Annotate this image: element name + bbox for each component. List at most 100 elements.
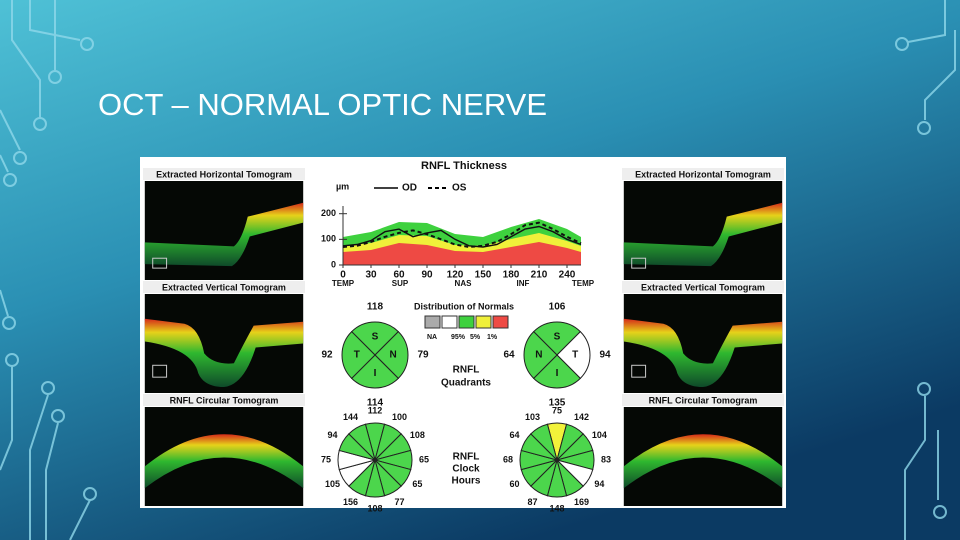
y-tick-label: 200 [321, 208, 336, 218]
quadrant-letter: T [572, 350, 578, 361]
distribution-legend [424, 315, 509, 329]
tomogram-label-bg [622, 281, 784, 293]
x-tick-label: 180 [503, 270, 520, 281]
quadrant-sector [350, 354, 400, 389]
tomogram-label: RNFL Circular Tomogram [649, 395, 758, 405]
tomogram-label-bg [143, 281, 305, 293]
quadrant-sector [523, 330, 558, 380]
x-tick-label: 120 [447, 270, 464, 281]
tomogram-label-bg [622, 168, 784, 180]
tomogram-image [623, 181, 783, 280]
y-tick-label: 100 [321, 234, 336, 244]
clock-value: 169 [574, 497, 589, 507]
clock-value: 112 [368, 405, 383, 415]
quadrant-letter: N [535, 350, 542, 361]
tomogram-image [144, 294, 304, 393]
tomogram-label: Extracted Horizontal Tomogram [156, 169, 292, 179]
dist-label: 1% [487, 334, 498, 341]
x-tick-label: 90 [421, 270, 433, 281]
region-label: INF [517, 279, 530, 288]
thickness-title: RNFL Thickness [421, 160, 507, 172]
quadrant-value: 94 [599, 350, 611, 361]
quadrant-letter: S [372, 331, 379, 342]
dist-label: 5% [470, 334, 481, 341]
tomogram-label: Extracted Horizontal Tomogram [635, 169, 771, 179]
quadrant-letter: I [556, 368, 559, 379]
quadrant-sector [532, 321, 582, 356]
quadrant-sector [374, 330, 409, 380]
clock-value: 94 [328, 430, 338, 440]
dist-label: 95% [451, 334, 466, 341]
clock-value: 65 [412, 479, 422, 489]
dist-label: NA [427, 334, 437, 341]
quadrant-sector [532, 354, 582, 389]
x-tick-label: 30 [365, 270, 377, 281]
clock-value: 108 [367, 503, 382, 513]
quadrant-value: 92 [321, 350, 333, 361]
legend-od: OD [402, 183, 417, 194]
quadrant-sector [556, 330, 591, 380]
clock-value: 156 [343, 497, 358, 507]
tomogram-label-bg [143, 168, 305, 180]
distribution-title: Distribution of Normals [414, 301, 514, 311]
clock-value: 75 [321, 454, 331, 464]
clock-value: 144 [343, 412, 358, 422]
tomogram-image [623, 294, 783, 393]
quadrant-letter: S [554, 331, 561, 342]
region-label: NAS [455, 279, 473, 288]
od-line [342, 225, 582, 248]
clock-value: 87 [527, 497, 537, 507]
x-tick-label: 150 [475, 270, 492, 281]
tomogram-image [144, 407, 304, 506]
tomogram-label: Extracted Vertical Tomogram [162, 282, 286, 292]
clock-value: 65 [419, 454, 429, 464]
tomogram-label-bg [622, 394, 784, 406]
x-tick-label: 0 [340, 270, 346, 281]
x-tick-label: 210 [531, 270, 548, 281]
quadrant-letter: T [354, 350, 360, 361]
clock-value: 60 [510, 479, 520, 489]
quadrant-letter: I [374, 368, 377, 379]
quadrant-letter: N [390, 350, 397, 361]
clock-value: 142 [574, 412, 589, 422]
clock-value: 100 [392, 412, 407, 422]
clock-value: 148 [549, 503, 564, 513]
clock-title: RNFL [453, 452, 480, 463]
quadrants-title: RNFL [453, 365, 480, 376]
slide-title: OCT – NORMAL OPTIC NERVE [98, 87, 547, 122]
quadrant-value: 135 [549, 398, 566, 409]
clock-value: 104 [592, 430, 607, 440]
clock-value: 75 [552, 405, 562, 415]
clock-value: 77 [394, 497, 404, 507]
clock-value: 94 [594, 479, 604, 489]
region-label: TEMP [572, 279, 595, 288]
clock-value: 83 [601, 454, 611, 464]
unit-label: µm [336, 181, 349, 191]
clock-sector [530, 423, 558, 462]
x-tick-label: 240 [559, 270, 576, 281]
clock-value: 68 [503, 454, 513, 464]
region-label: SUP [392, 279, 409, 288]
region-label: TEMP [332, 279, 355, 288]
quadrant-value: 114 [367, 398, 384, 409]
tomogram-label: Extracted Vertical Tomogram [641, 282, 765, 292]
clock-title: Hours [452, 476, 481, 487]
tomogram-image [144, 181, 304, 280]
quadrant-value: 64 [503, 350, 515, 361]
tomogram-label-bg [143, 394, 305, 406]
quadrant-value: 106 [549, 302, 566, 313]
tomograms: Extracted Horizontal Tomogram Extracted V… [143, 168, 784, 506]
quadrant-sector [341, 330, 376, 380]
quadrant-sector [350, 321, 400, 356]
quadrant-value: 79 [417, 350, 429, 361]
clock-title: Clock [452, 464, 480, 475]
clock-value: 108 [410, 430, 425, 440]
tomogram-image [623, 407, 783, 506]
clock-value: 103 [525, 412, 540, 422]
x-tick-label: 60 [393, 270, 405, 281]
y-tick-label: 0 [331, 259, 336, 269]
tomogram-label: RNFL Circular Tomogram [170, 395, 279, 405]
